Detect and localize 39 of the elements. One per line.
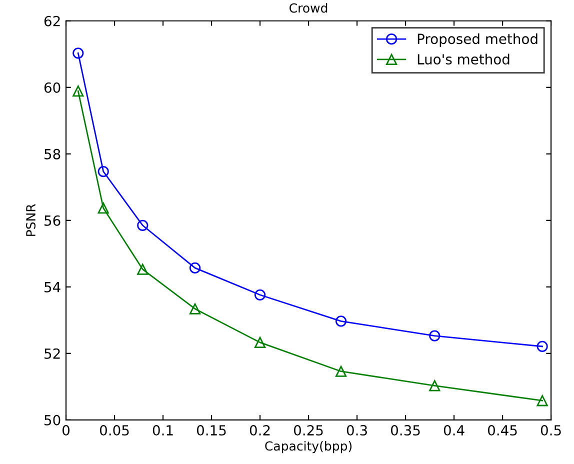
y-tick-label: 50 xyxy=(44,414,60,426)
y-tick-label: 60 xyxy=(44,82,60,93)
point xyxy=(254,336,266,348)
legend-label: Luo's method xyxy=(418,54,510,65)
point xyxy=(137,220,148,231)
x-tick-label: 0.2 xyxy=(250,425,270,436)
x-tick-label: 0.1 xyxy=(152,425,173,436)
chart-title: Crowd xyxy=(290,3,328,13)
point xyxy=(335,366,347,377)
y-tick-label: 58 xyxy=(44,148,60,160)
point xyxy=(429,380,440,392)
x-tick-label: 0.15 xyxy=(196,425,226,436)
point xyxy=(72,48,84,59)
point xyxy=(536,395,548,406)
y-tick-label: 56 xyxy=(44,215,60,226)
point xyxy=(254,289,266,300)
y-axis-title: PSNR xyxy=(26,204,36,236)
y-tick-label: 62 xyxy=(44,16,60,26)
point xyxy=(72,85,84,97)
point xyxy=(536,340,548,352)
x-tick-label: 0.35 xyxy=(390,425,420,436)
point xyxy=(98,202,109,214)
y-tick-label: 54 xyxy=(44,282,60,292)
x-tick-label: 0 xyxy=(62,425,70,436)
point xyxy=(98,166,109,178)
point xyxy=(429,330,440,342)
y-tick-label: 52 xyxy=(44,348,60,359)
legend-label: Proposed method xyxy=(418,33,538,47)
x-tick-label: 0.3 xyxy=(346,425,367,436)
x-tick-label: 0.5 xyxy=(540,425,561,436)
point xyxy=(335,316,347,327)
x-tick-label: 0.25 xyxy=(294,425,323,436)
x-tick-label: 0.45 xyxy=(488,425,517,436)
point xyxy=(189,303,201,314)
point xyxy=(137,264,148,275)
x-axis-title: Capacity(bpp) xyxy=(265,441,352,454)
x-tick-label: 0.05 xyxy=(100,425,129,436)
point xyxy=(189,262,201,274)
x-tick-label: 0.4 xyxy=(444,425,464,436)
